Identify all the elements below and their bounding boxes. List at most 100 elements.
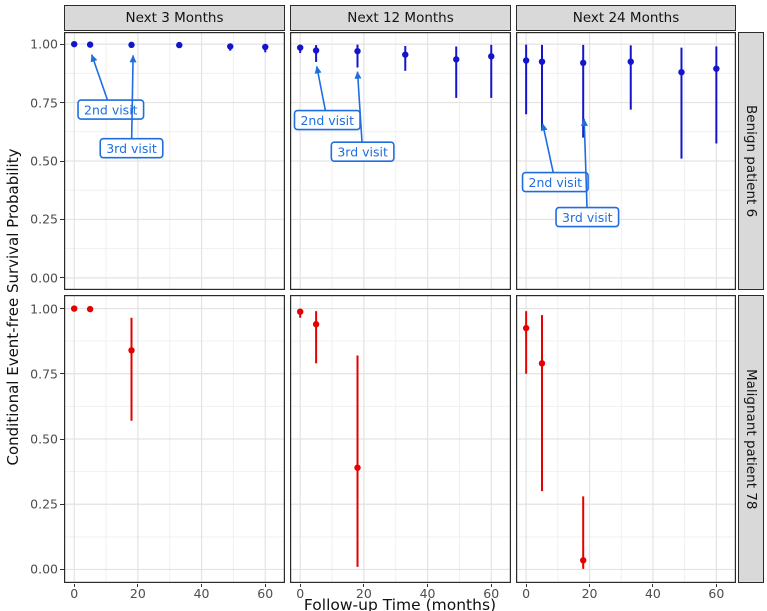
data-point <box>538 360 546 367</box>
annotation-box <box>77 99 145 120</box>
x-tick-mark <box>137 584 139 587</box>
pointrange-series <box>70 305 135 421</box>
x-tick-mark <box>299 584 301 587</box>
facet-column-label: Next 12 Months <box>347 10 454 26</box>
data-point <box>713 65 720 72</box>
x-tick-label: 40 <box>644 586 661 601</box>
panel-benign-next-24-months: 2nd visit 3rd visit <box>516 32 736 290</box>
data-point <box>522 57 530 64</box>
x-tick-label: 60 <box>257 586 274 601</box>
panel-malignant-next-3-months <box>64 295 285 583</box>
panel-border <box>64 32 285 290</box>
y-tick-label: 0.25 <box>30 496 58 512</box>
major-gridlines <box>64 295 285 583</box>
x-tick-mark <box>201 584 203 587</box>
y-tick-label: 1.00 <box>30 301 58 317</box>
pointrange-series <box>522 311 587 569</box>
facet-column-header-next-3-months: Next 3 Months <box>64 5 285 31</box>
x-tick-mark <box>525 584 527 587</box>
major-gridlines <box>516 295 736 583</box>
data-point <box>227 43 234 50</box>
annotation-arrow <box>354 71 363 143</box>
panel-border <box>290 32 511 290</box>
x-tick-mark <box>73 584 75 587</box>
data-point <box>453 56 460 63</box>
x-tick-label: 60 <box>708 586 725 601</box>
data-point <box>580 59 587 67</box>
y-tick-label: 0.25 <box>30 211 58 227</box>
data-point <box>402 51 409 58</box>
pointrange-series <box>296 308 361 567</box>
x-tick-mark <box>652 584 654 587</box>
panel-border <box>516 295 736 583</box>
y-tick-label: 0.00 <box>30 561 58 577</box>
major-gridlines <box>516 32 736 290</box>
annotation-label: 2nd visit <box>84 103 138 118</box>
x-tick-mark <box>715 584 717 587</box>
annotation-3rd-visit: 3rd visit <box>99 54 164 159</box>
facet-column-header-next-12-months: Next 12 Months <box>290 5 511 31</box>
x-tick-mark <box>490 584 492 587</box>
facet-column-label: Next 24 Months <box>572 10 680 26</box>
data-point <box>70 40 78 48</box>
data-point <box>580 557 587 564</box>
panel-malignant-next-24-months <box>516 295 736 583</box>
annotation-arrow <box>129 54 137 139</box>
data-point <box>678 68 685 76</box>
data-point <box>86 305 94 313</box>
data-point <box>312 47 320 54</box>
y-tick-label: 1.00 <box>30 36 58 52</box>
annotation-box <box>555 206 620 228</box>
data-point <box>296 308 304 315</box>
annotation-box <box>99 137 164 159</box>
data-point <box>354 47 361 55</box>
panel-border <box>516 32 736 290</box>
panel-canvas <box>516 295 736 583</box>
data-point <box>312 321 320 328</box>
x-tick-mark <box>363 584 365 587</box>
annotation-arrow <box>90 54 109 101</box>
data-point <box>354 464 361 471</box>
panel-canvas: 2nd visit 3rd visit <box>64 32 285 290</box>
x-tick-label: 20 <box>581 586 598 601</box>
data-point <box>262 43 269 51</box>
annotation-2nd-visit: 2nd visit <box>77 54 145 120</box>
x-tick-label: 40 <box>193 586 210 601</box>
annotation-arrow <box>314 65 327 111</box>
y-tick-label: 0.75 <box>30 95 58 111</box>
x-tick-mark <box>264 584 266 587</box>
data-point <box>522 324 530 332</box>
annotation-label: 2nd visit <box>529 175 583 190</box>
annotation-2nd-visit: 2nd visit <box>521 123 589 193</box>
data-point <box>488 53 495 60</box>
panel-benign-next-12-months: 2nd visit 3rd visit <box>290 32 511 290</box>
x-tick-mark <box>427 584 429 587</box>
data-point <box>128 41 135 49</box>
panel-canvas <box>290 295 511 583</box>
data-point <box>128 347 135 354</box>
data-point <box>86 41 94 48</box>
y-tick-label: 0.00 <box>30 270 58 286</box>
panel-border <box>290 295 511 583</box>
y-tick-label: 0.75 <box>30 366 58 382</box>
data-point <box>296 44 304 51</box>
major-gridlines <box>290 32 511 290</box>
facet-row-header-benign-patient-6: Benign patient 6 <box>738 32 764 290</box>
y-tick-label: 0.50 <box>30 153 58 169</box>
y-axis-title: Conditional Event-free Survival Probabil… <box>4 148 22 466</box>
annotation-label: 3rd visit <box>562 210 613 225</box>
x-tick-label: 0 <box>522 586 531 601</box>
facet-column-header-next-24-months: Next 24 Months <box>516 5 736 31</box>
annotation-label: 3rd visit <box>337 145 388 160</box>
x-tick-label: 20 <box>129 586 146 601</box>
major-gridlines <box>64 32 285 290</box>
x-tick-mark <box>589 584 591 587</box>
data-point <box>176 41 183 49</box>
facet-row-label: Benign patient 6 <box>743 104 759 218</box>
panel-malignant-next-12-months <box>290 295 511 583</box>
y-tick-label: 0.50 <box>30 431 58 447</box>
pointrange-series <box>70 40 269 53</box>
panel-benign-next-3-months: 2nd visit 3rd visit <box>64 32 285 290</box>
annotation-2nd-visit: 2nd visit <box>293 65 361 131</box>
